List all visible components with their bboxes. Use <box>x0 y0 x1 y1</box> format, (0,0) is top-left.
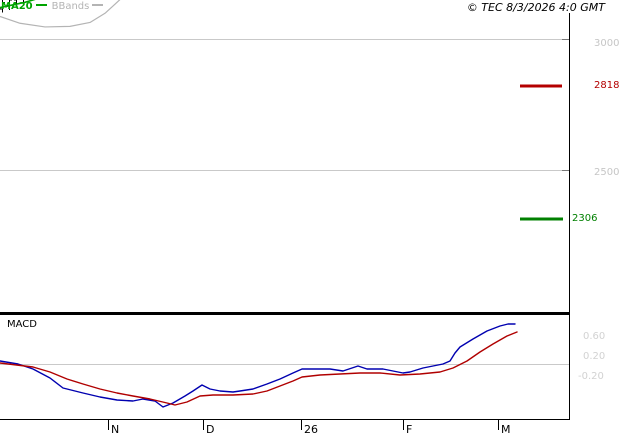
legend: MA20 BBands <box>1 0 108 13</box>
legend-bbands-label: BBands <box>51 1 90 12</box>
macd-axis-label-0.60: 0.60 <box>583 331 606 342</box>
bbands-line-sample <box>92 4 104 6</box>
price-axis-label-3000: 3000 <box>594 38 620 49</box>
macd-axis-label--0.20: -0.20 <box>578 371 604 382</box>
x-tick-label-M: M <box>501 423 511 436</box>
ohlc-candles <box>0 0 24 13</box>
x-tick-label-F: F <box>406 423 413 436</box>
macd-series-macd <box>0 323 516 408</box>
macd-series-signal <box>0 331 518 406</box>
x-tick-label-D: D <box>206 423 215 436</box>
legend-ma20-label: MA20 <box>1 1 33 12</box>
series-bb_upper <box>0 0 121 28</box>
price-axis-label-2818: 2818 <box>594 80 620 91</box>
panel-separator <box>0 312 570 315</box>
price-axis-label-2500: 2500 <box>594 167 620 178</box>
macd-panel-title: MACD <box>7 319 37 330</box>
copyright-text: © TEC 8/3/2026 4:0 GMT <box>466 1 605 14</box>
x-tick-label-26: 26 <box>304 423 318 436</box>
x-tick-label-N: N <box>111 423 120 436</box>
ma20-line-sample <box>35 4 47 6</box>
macd-axis-label-0.20: 0.20 <box>583 351 606 362</box>
price-axis-label-2306: 2306 <box>572 213 598 224</box>
